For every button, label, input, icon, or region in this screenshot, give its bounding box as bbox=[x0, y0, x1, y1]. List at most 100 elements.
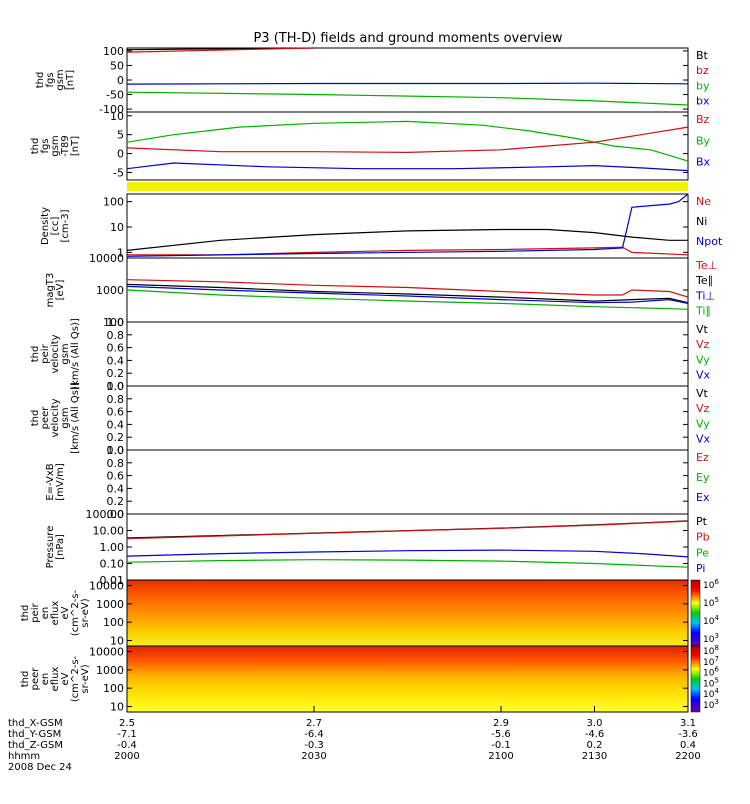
y-axis-label-line: [eV] bbox=[55, 280, 66, 301]
x-tick-label: -4.6 bbox=[585, 729, 605, 740]
y-axis-label-line: fgs bbox=[45, 72, 56, 87]
series-line-Te∥ bbox=[126, 283, 689, 304]
series-line-bx bbox=[126, 82, 689, 85]
y-tick-label: 0.8 bbox=[107, 457, 125, 470]
legend-entry: Vx bbox=[696, 369, 711, 382]
y-axis-label-line: gsm bbox=[55, 69, 66, 90]
x-tick-label: 2000 bbox=[114, 751, 139, 762]
x-tick-label: 2130 bbox=[582, 751, 607, 762]
x-tick-label: 2100 bbox=[488, 751, 513, 762]
colorbar-tick-exponent: 4 bbox=[714, 687, 719, 695]
legend-entry: Vy bbox=[696, 353, 710, 366]
colorbar-tick-label: 104 bbox=[703, 614, 719, 627]
legend-entry: Ez bbox=[696, 451, 709, 464]
legend-entry: Vz bbox=[696, 402, 710, 415]
y-axis-label: E=-VxB[mV/m] bbox=[45, 463, 66, 501]
y-tick-label: -100 bbox=[99, 103, 124, 116]
legend-entry: Pi bbox=[696, 562, 705, 575]
series-line-Npot bbox=[126, 193, 689, 257]
series-line-Pt bbox=[126, 520, 689, 539]
x-tick-label: -5.6 bbox=[491, 729, 511, 740]
y-tick-label: -50 bbox=[106, 89, 124, 102]
x-tick-label: 3.1 bbox=[680, 718, 696, 729]
colorbar-tick-exponent: 8 bbox=[714, 644, 718, 652]
y-tick-label: 1000 bbox=[96, 664, 124, 677]
colorbar-tick-exponent: 3 bbox=[714, 698, 718, 706]
series-line-Ti∥ bbox=[126, 289, 689, 310]
y-tick-label: 1.0 bbox=[107, 444, 125, 457]
series-line-Bz bbox=[126, 126, 689, 154]
y-tick-label: 5 bbox=[117, 129, 124, 142]
y-tick-label: 50 bbox=[110, 59, 124, 72]
y-axis-label-line: fgs bbox=[40, 138, 51, 153]
y-axis-label-line: Density bbox=[40, 207, 51, 245]
x-tick-label: 2030 bbox=[301, 751, 326, 762]
x-tick-label: 3.0 bbox=[587, 718, 603, 729]
y-axis-label: thdpeervelocitygsm[km/s (All Qs)] bbox=[30, 382, 81, 454]
panel-pressure: 100.00 10.00 1.00 0.10 0.01 Pressure[nPa] Pt Pb… bbox=[45, 508, 710, 587]
panel-temperature: 10000 1000 100 magT3[eV] Te⊥ Te∥ Ti⊥ Ti∥ bbox=[45, 252, 717, 329]
y-axis-label-line: peir bbox=[40, 343, 51, 363]
y-axis-label-line: magT3 bbox=[45, 273, 56, 308]
y-axis-label-line: [nPa] bbox=[55, 534, 66, 560]
y-axis-label-line: en bbox=[40, 673, 51, 686]
x-tick-label: 2.7 bbox=[306, 718, 322, 729]
x-row-label: hhmm bbox=[8, 751, 40, 762]
y-tick-label: 0.0 bbox=[107, 444, 125, 457]
legend-entry: Vz bbox=[696, 338, 710, 351]
panel-fgs_t89: 10 5 0 -5 thdfgsgsm-T89[nT] Bz By Bx bbox=[30, 110, 711, 181]
x-row-label: thd_Y-GSM bbox=[8, 729, 61, 740]
y-axis-label-line: thd bbox=[20, 605, 31, 622]
y-axis-label-line: eV bbox=[60, 606, 71, 619]
panel-peer_spec: 10810710610510410310000100010010thdpeere… bbox=[20, 644, 719, 713]
y-tick-label: 100 bbox=[103, 682, 124, 695]
y-axis-label-line: [km/s (All Qs)] bbox=[70, 382, 81, 454]
y-axis-label-line: thd bbox=[30, 138, 41, 155]
legend-entry: Bt bbox=[696, 49, 709, 62]
y-tick-label: 10 bbox=[110, 221, 124, 234]
flag-bar bbox=[127, 182, 688, 191]
y-tick-label: 10000 bbox=[89, 252, 124, 265]
y-axis-label-line: thd bbox=[30, 346, 41, 363]
legend-entry: by bbox=[696, 79, 710, 92]
colorbar bbox=[690, 645, 701, 713]
y-axis-label-line: [nT] bbox=[65, 70, 76, 90]
panel-peer_velocity: 1.00.80.60.40.20.0thdpeervelocitygsm[km/… bbox=[30, 380, 711, 457]
series-line-By bbox=[126, 120, 689, 162]
y-tick-label: 10.00 bbox=[93, 525, 125, 538]
y-tick-label: 0.10 bbox=[100, 558, 125, 571]
spectrogram-image bbox=[127, 646, 688, 712]
y-tick-label: 10 bbox=[110, 634, 124, 647]
x-tick-label: -7.1 bbox=[117, 729, 137, 740]
y-tick-label: 100 bbox=[103, 45, 124, 58]
panel-frame bbox=[126, 449, 689, 515]
y-axis-label-line: [mV/m] bbox=[55, 463, 66, 501]
y-tick-label: 0.0 bbox=[107, 380, 125, 393]
legend-entry: Te∥ bbox=[695, 274, 713, 287]
series-line-Te⊥ bbox=[126, 279, 689, 298]
colorbar-tick-exponent: 4 bbox=[714, 614, 719, 622]
legend-entry: Ey bbox=[696, 471, 710, 484]
colorbar-tick-exponent: 6 bbox=[714, 578, 719, 586]
y-tick-label: 100.00 bbox=[86, 508, 125, 521]
series-line-Ti⊥ bbox=[126, 285, 689, 304]
y-axis-label: Density[cc][cm-3] bbox=[40, 207, 71, 245]
panel-density: 100 10 1 Density[cc][cm-3] Ne Ni Npot bbox=[40, 193, 723, 259]
y-tick-label: 100 bbox=[103, 196, 124, 209]
colorbar bbox=[690, 579, 701, 647]
y-axis-label-line: -T89 bbox=[60, 135, 71, 157]
legend-entry: Ex bbox=[696, 491, 710, 504]
y-axis-label: thdfgsgsm-T89[nT] bbox=[30, 135, 81, 157]
series-line-by bbox=[126, 91, 689, 106]
y-tick-label: 0.2 bbox=[107, 367, 125, 380]
x-tick-label: 0.4 bbox=[680, 740, 696, 751]
legend-entry: Pb bbox=[696, 531, 710, 544]
x-tick-label: 2.5 bbox=[119, 718, 135, 729]
x-tick-label: -0.1 bbox=[491, 740, 511, 751]
x-tick-label: -3.6 bbox=[678, 729, 698, 740]
y-tick-label: 0.8 bbox=[107, 329, 125, 342]
series-line-Ni bbox=[126, 228, 688, 251]
